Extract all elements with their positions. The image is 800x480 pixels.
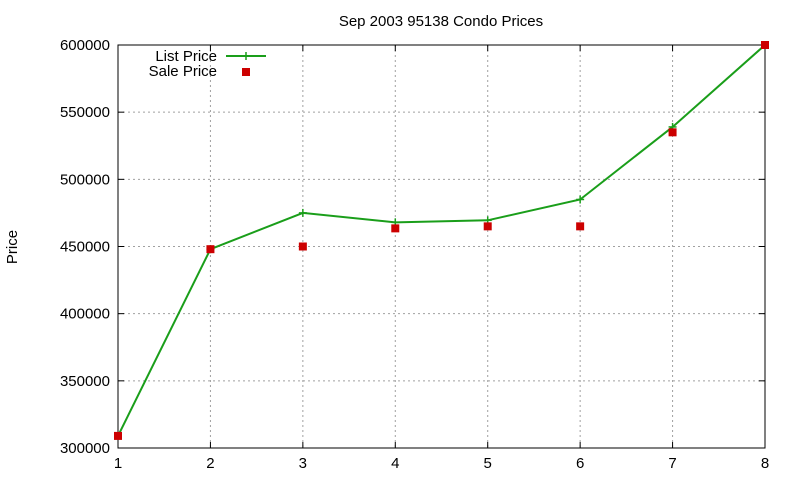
y-tick-label: 350000 — [60, 373, 110, 390]
axis-ticks: 1 2 3 4 5 6 7 8 300000 350000 400000 450000 500000 55… — [60, 37, 769, 472]
x-tick-label: 8 — [761, 455, 769, 472]
x-tick-label: 2 — [206, 455, 214, 472]
y-tick-label: 500000 — [60, 171, 110, 188]
sale-price-point — [391, 224, 400, 233]
y-axis-label: Price — [4, 230, 21, 264]
series-group — [114, 41, 769, 440]
legend-swatch-sale-price — [242, 68, 250, 76]
list-price-line — [117, 44, 766, 437]
sale-price-point — [298, 242, 307, 251]
chart-title: Sep 2003 95138 Condo Prices — [339, 13, 543, 30]
sale-price-point — [206, 245, 215, 254]
x-tick-label: 5 — [484, 455, 492, 472]
sale-price-point — [761, 41, 769, 49]
y-tick-label: 400000 — [60, 306, 110, 323]
y-tick-label: 300000 — [60, 440, 110, 457]
sale-price-point — [483, 222, 492, 231]
y-tick-label: 450000 — [60, 239, 110, 256]
sale-price-point — [114, 431, 122, 440]
legend-label-list-price: List Price — [155, 48, 217, 65]
y-tick-label: 600000 — [60, 37, 110, 54]
x-tick-label: 1 — [114, 455, 122, 472]
sale-price-point — [576, 222, 585, 231]
x-tick-label: 6 — [576, 455, 584, 472]
x-tick-label: 3 — [299, 455, 307, 472]
x-tick-label: 7 — [668, 455, 676, 472]
list-price-point — [298, 208, 307, 217]
y-tick-label: 550000 — [60, 104, 110, 121]
x-tick-label: 4 — [391, 455, 399, 472]
legend-label-sale-price: Sale Price — [149, 63, 217, 80]
sale-price-point — [668, 128, 677, 137]
list-price-point — [576, 195, 585, 204]
